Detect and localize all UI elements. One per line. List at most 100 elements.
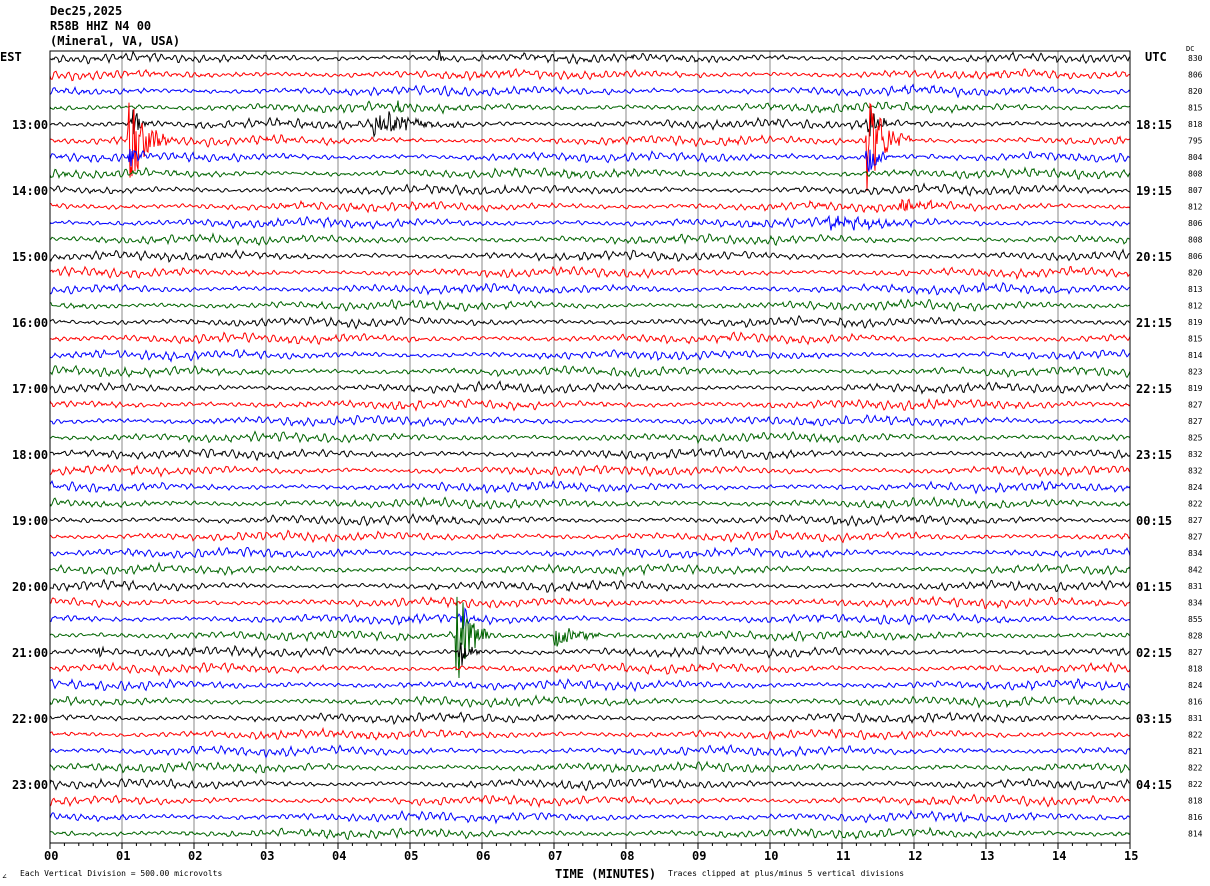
trace-row (49, 677, 1131, 693)
dc-value: 822 (1188, 500, 1203, 509)
dc-value: 808 (1188, 170, 1203, 179)
dc-value: 842 (1188, 566, 1203, 575)
trace-row (49, 809, 1131, 825)
trace-row (49, 364, 1131, 379)
x-tick-label: 09 (692, 849, 706, 863)
trace-row (49, 760, 1131, 775)
dc-value: 814 (1188, 830, 1203, 839)
trace-row (49, 595, 1131, 610)
est-hour-label: 13:00 (12, 118, 48, 132)
utc-time-label: 03:15 (1136, 712, 1172, 726)
trace-row (49, 561, 1131, 578)
trace-row (49, 777, 1131, 792)
dc-value: 795 (1188, 137, 1203, 146)
utc-time-label: 00:15 (1136, 514, 1172, 528)
dc-value: 816 (1188, 813, 1203, 822)
trace-row (49, 214, 1131, 231)
dc-value: 806 (1188, 71, 1203, 80)
dc-value: 831 (1188, 582, 1203, 591)
dc-value: 831 (1188, 714, 1203, 723)
dc-value: 808 (1188, 236, 1203, 245)
scale-note: Each Vertical Division = 500.00 microvol… (20, 869, 223, 878)
trace-row (49, 265, 1131, 280)
trace-row (49, 694, 1131, 709)
x-tick-label: 00 (44, 849, 58, 863)
trace-row (49, 107, 1131, 139)
utc-time-label: 20:15 (1136, 250, 1172, 264)
trace-row (49, 607, 1131, 629)
dc-value: 832 (1188, 467, 1203, 476)
trace-row (49, 596, 1131, 679)
dc-value: 812 (1188, 203, 1203, 212)
dc-value: 834 (1188, 549, 1203, 558)
trace-row (49, 397, 1131, 412)
trace-row (49, 726, 1131, 741)
dc-value: 807 (1188, 186, 1203, 195)
dc-value: 819 (1188, 318, 1203, 327)
dc-value: 819 (1188, 384, 1203, 393)
dc-value: 804 (1188, 153, 1203, 162)
dc-value: 828 (1188, 632, 1203, 641)
x-tick-label: 14 (1052, 849, 1066, 863)
dc-value: 827 (1188, 401, 1203, 410)
trace-row (49, 281, 1131, 296)
utc-time-label: 22:15 (1136, 382, 1172, 396)
dc-value: 827 (1188, 417, 1203, 426)
trace-row (49, 512, 1131, 528)
dc-value: 815 (1188, 335, 1203, 344)
station-id: R58B HHZ N4 00 (50, 19, 152, 33)
trace-row (49, 826, 1131, 841)
est-hour-label: 19:00 (12, 514, 48, 528)
x-tick-label: 03 (260, 849, 274, 863)
plot-date: Dec25,2025 (50, 4, 123, 18)
est-hour-label: 20:00 (12, 580, 48, 594)
trace-row (49, 496, 1131, 510)
trace-row (49, 348, 1131, 363)
dc-value: 818 (1188, 797, 1203, 806)
dc-value: 821 (1188, 747, 1203, 756)
trace-row (49, 182, 1131, 197)
trace-row (49, 430, 1131, 445)
trace-row (49, 331, 1131, 346)
dc-value: 822 (1188, 731, 1203, 740)
x-tick-label: 15 (1124, 849, 1138, 863)
dc-value: 818 (1188, 665, 1203, 674)
dc-title: DC (1186, 45, 1194, 53)
utc-time-label: 02:15 (1136, 646, 1172, 660)
x-tick-label: 10 (764, 849, 778, 863)
x-axis: 00 01 02 03 04 05 06 07 08 09 10 11 12 13 14 15 (44, 843, 1138, 863)
x-axis-title: TIME (MINUTES) (555, 867, 656, 881)
dc-value: 832 (1188, 450, 1203, 459)
x-tick-label: 11 (836, 849, 850, 863)
trace-row (49, 83, 1131, 99)
trace-row (49, 743, 1131, 759)
est-hour-label: 17:00 (12, 382, 48, 396)
dc-value: 818 (1188, 120, 1203, 129)
trace-row (49, 414, 1131, 428)
trace-row (49, 314, 1131, 330)
x-tick-label: 13 (980, 849, 994, 863)
dc-value: 822 (1188, 764, 1203, 773)
trace-row (49, 578, 1131, 593)
utc-time-label: 01:15 (1136, 580, 1172, 594)
dc-value: 813 (1188, 285, 1203, 294)
x-tick-label: 07 (548, 849, 562, 863)
trace-row (49, 546, 1131, 559)
trace-row (49, 711, 1131, 726)
x-tick-label: 04 (332, 849, 346, 863)
x-tick-label: 06 (476, 849, 490, 863)
dc-value: 815 (1188, 104, 1203, 113)
trace-row (49, 232, 1131, 247)
x-tick-label: 12 (908, 849, 922, 863)
dc-value: 806 (1188, 219, 1203, 228)
trace-row (49, 166, 1131, 180)
est-hour-label: 14:00 (12, 184, 48, 198)
dc-value: 814 (1188, 351, 1203, 360)
clip-note: Traces clipped at plus/minus 5 vertical … (668, 869, 905, 878)
est-hour-label: 15:00 (12, 250, 48, 264)
est-hour-label: 21:00 (12, 646, 48, 660)
dc-value: 827 (1188, 533, 1203, 542)
dc-value: 830 (1188, 54, 1203, 63)
trace-row (49, 100, 1131, 115)
seismic-traces (49, 50, 1131, 841)
